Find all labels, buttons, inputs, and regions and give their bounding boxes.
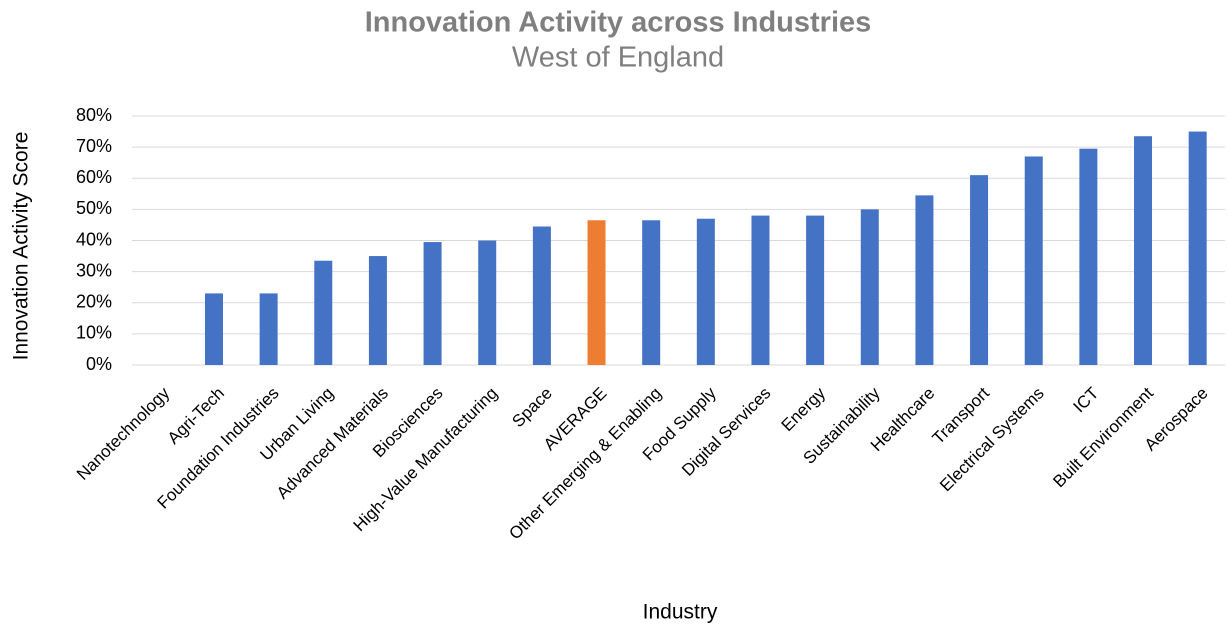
x-tick-label: Energy [778,383,830,435]
x-tick-label: Electrical Systems [936,384,1048,496]
bar [423,242,442,365]
y-tick-label: 0% [86,354,112,374]
bar [587,220,606,365]
y-tick-label: 20% [76,292,112,312]
bar [1134,136,1153,365]
bar [314,260,333,365]
bar [1079,148,1098,365]
bar [204,293,223,365]
bar [642,220,661,365]
y-tick-label: 40% [76,229,112,249]
bar [970,175,989,365]
chart-subtitle: West of England [512,42,724,74]
y-tick-label: 10% [76,323,112,343]
bar [860,209,879,365]
x-tick-label: Nanotechnology [73,383,174,484]
y-tick-label: 60% [76,167,112,187]
bar [478,240,497,365]
x-tick-label: ICT [1070,384,1103,417]
bar [696,218,715,365]
x-axis-title: Industry [643,601,718,624]
y-tick-label: 30% [76,260,112,280]
chart-title: Innovation Activity across Industries [365,7,872,39]
bar [532,226,551,365]
bar [1188,131,1207,365]
y-tick-label: 80% [76,105,112,125]
y-axis-title: Innovation Activity Score [10,132,33,361]
y-tick-label: 70% [76,136,112,156]
bar [915,195,934,365]
x-tick-label: Space [508,384,556,432]
bar [751,215,770,365]
bar [368,256,387,365]
bar [806,215,825,365]
x-tick-label: Built Environment [1049,383,1157,491]
y-tick-label: 50% [76,198,112,218]
bar [1024,156,1043,365]
bar [259,293,278,365]
